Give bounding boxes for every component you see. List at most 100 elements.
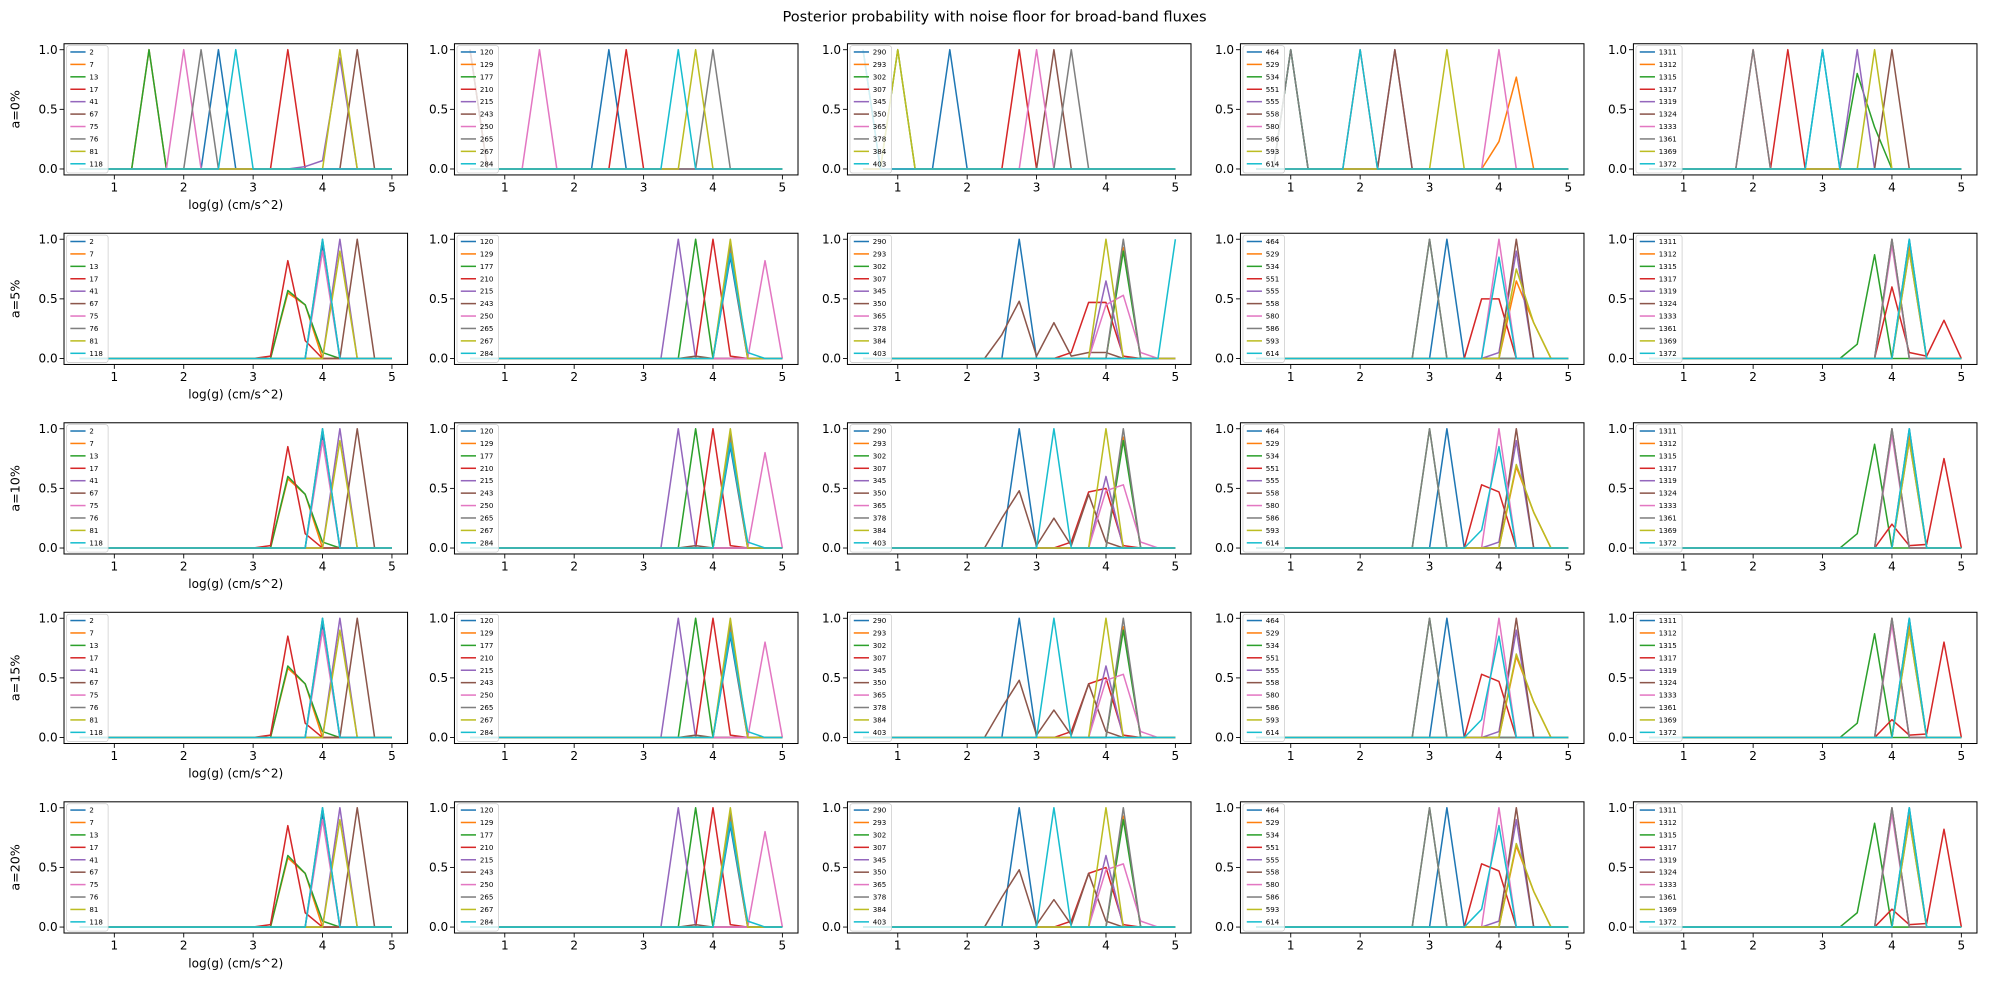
x-tick-label: 4 [709, 370, 717, 384]
x-tick-label: 1 [1287, 749, 1295, 763]
series-line-614 [1256, 824, 1569, 928]
legend-label: 120 [480, 806, 494, 815]
legend-label: 1317 [1659, 85, 1677, 94]
legend-label: 2 [89, 427, 94, 436]
legend-label: 1324 [1659, 868, 1678, 877]
x-tick-label: 2 [570, 749, 578, 763]
legend-label: 1324 [1659, 299, 1678, 308]
y-tick-label: 0.5 [1608, 482, 1627, 496]
y-tick-label: 1.0 [39, 43, 58, 57]
legend-label: 1361 [1659, 324, 1677, 333]
x-tick-label: 5 [1958, 370, 1966, 384]
legend-label: 7 [89, 818, 94, 827]
x-tick-label: 4 [1888, 559, 1896, 573]
x-tick-label: 2 [180, 749, 188, 763]
subplot: 1 2 3 4 50.00.51.0 13111312131513171319132413… [1608, 611, 1978, 763]
legend-label: 290 [873, 237, 887, 246]
row-label: a=20% [8, 844, 23, 890]
x-tick-label: 1 [501, 749, 509, 763]
legend-label: 129 [480, 439, 494, 448]
legend-label: 17 [89, 653, 98, 662]
y-tick-label: 1.0 [822, 801, 841, 815]
legend-label: 614 [1266, 728, 1280, 737]
y-tick-label: 0.5 [1215, 861, 1234, 875]
legend-label: 1333 [1659, 880, 1677, 889]
legend-label: 267 [480, 147, 494, 156]
y-tick-label: 0.5 [1608, 671, 1627, 685]
series-line-118 [79, 427, 392, 549]
x-tick-label: 5 [779, 939, 787, 953]
x-tick-label: 5 [779, 749, 787, 763]
legend-label: 1319 [1659, 97, 1677, 106]
x-tick-label: 5 [388, 939, 396, 953]
legend-label: 293 [873, 628, 887, 637]
x-tick-label: 3 [1819, 749, 1827, 763]
legend-label: 345 [873, 666, 887, 675]
legend-label: 1315 [1659, 72, 1677, 81]
legend-label: 177 [480, 641, 494, 650]
x-axis-label: log(g) (cm/s^2) [188, 767, 283, 781]
legend-label: 529 [1266, 439, 1280, 448]
legend-label: 345 [873, 476, 887, 485]
legend-label: 534 [1266, 451, 1280, 460]
y-tick-label: 0.0 [39, 352, 58, 366]
legend-label: 403 [873, 159, 887, 168]
y-tick-label: 0.5 [39, 671, 58, 685]
legend-label: 378 [873, 134, 887, 143]
legend-label: 1317 [1659, 464, 1677, 473]
x-tick-label: 1 [1287, 939, 1295, 953]
legend-label: 17 [89, 85, 98, 94]
subplot: 1 2 3 4 50.00.51.0 29029330230734535036537838… [822, 422, 1192, 573]
legend: 2 7 13 17 41 67 75 76 81 118 [66, 613, 109, 742]
legend-label: 13 [89, 641, 98, 650]
subplot: 1 2 3 4 50.00.51.0 29029330230734535036537838… [822, 611, 1192, 763]
x-axis-label: log(g) (cm/s^2) [188, 956, 283, 970]
x-tick-label: 3 [1033, 180, 1041, 194]
y-tick-label: 1.0 [1608, 611, 1627, 625]
x-tick-label: 3 [1033, 559, 1041, 573]
legend: 290 293 302 307 345 350 365 378 384 403 [849, 234, 892, 363]
x-tick-label: 5 [388, 749, 396, 763]
legend-label: 267 [480, 526, 494, 535]
x-tick-label: 2 [1749, 749, 1757, 763]
x-tick-label: 5 [1172, 939, 1180, 953]
row-label: a=0% [8, 90, 23, 128]
legend-label: 586 [1266, 134, 1280, 143]
legend-label: 265 [480, 324, 494, 333]
legend-label: 1315 [1659, 830, 1677, 839]
legend-label: 1311 [1659, 427, 1677, 436]
legend-label: 350 [873, 110, 887, 119]
legend-label: 1319 [1659, 666, 1677, 675]
legend-label: 1333 [1659, 312, 1677, 321]
x-tick-label: 4 [319, 559, 327, 573]
axes-frame [846, 43, 1192, 176]
x-tick-label: 2 [963, 370, 971, 384]
series-line-118 [79, 238, 392, 360]
x-tick-label: 2 [180, 180, 188, 194]
subplot: 1 2 3 4 5 0.0 0.5 1.0 120 129 177 210 215 243 250 265 26… [429, 422, 799, 573]
x-axis-label: log(g) (cm/s^2) [188, 388, 283, 402]
legend-label: 307 [873, 843, 887, 852]
y-tick-label: 1.0 [39, 611, 58, 625]
legend-label: 1333 [1659, 691, 1677, 700]
x-tick-label: 3 [640, 749, 648, 763]
y-tick-label: 0.5 [822, 861, 841, 875]
legend-label: 250 [480, 501, 494, 510]
legend-label: 250 [480, 880, 494, 889]
legend-label: 593 [1266, 715, 1280, 724]
x-tick-label: 2 [1356, 559, 1364, 573]
legend-label: 290 [873, 806, 887, 815]
y-tick-label: 0.5 [822, 482, 841, 496]
legend-label: 1312 [1659, 249, 1677, 258]
subplot: 1 2 3 4 5 0.0 0.5 1.0 120 129 177 210 215 243 250 265 26… [429, 801, 799, 953]
legend-label: 384 [873, 147, 887, 156]
legend-label: 2 [89, 806, 94, 815]
legend-label: 1372 [1659, 728, 1677, 737]
legend: 290 293 302 307 345 350 365 378 384 403 [849, 45, 892, 174]
x-tick-label: 3 [249, 370, 257, 384]
legend-label: 1361 [1659, 514, 1677, 523]
y-tick-label: 1.0 [1608, 232, 1627, 246]
legend-label: 177 [480, 72, 494, 81]
